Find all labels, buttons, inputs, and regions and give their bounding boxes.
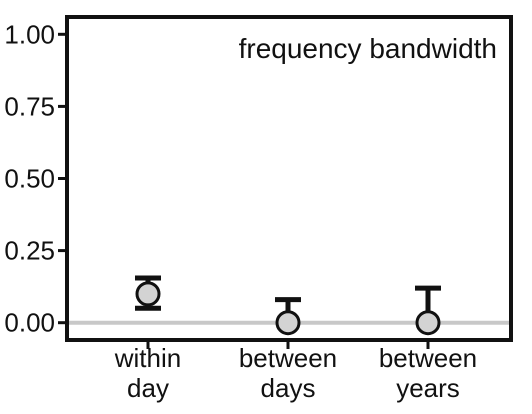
- y-axis-tick-labels: 0.00 0.25 0.50 0.75 1.00: [4, 19, 55, 337]
- point-layer: [135, 281, 441, 336]
- plot-frame: [65, 15, 513, 342]
- x-category-label: between: [379, 343, 477, 373]
- y-tick-label: 1.00: [4, 19, 55, 49]
- x-category-label: within: [114, 343, 181, 373]
- y-tick-label: 0.25: [4, 236, 55, 266]
- chart-title: frequency bandwidth: [239, 33, 497, 64]
- x-category-label: days: [261, 373, 316, 403]
- y-tick-label: 0.75: [4, 91, 55, 121]
- data-point: [135, 281, 161, 307]
- y-axis-ticks: [58, 32, 67, 325]
- data-point: [275, 310, 301, 336]
- y-tick-label: 0.00: [4, 308, 55, 338]
- x-category-label: years: [396, 373, 460, 403]
- x-axis-ticks: [146, 340, 430, 349]
- x-category-label: between: [239, 343, 337, 373]
- x-category-label: day: [127, 373, 169, 403]
- y-tick-label: 0.50: [4, 164, 55, 194]
- data-point: [415, 310, 441, 336]
